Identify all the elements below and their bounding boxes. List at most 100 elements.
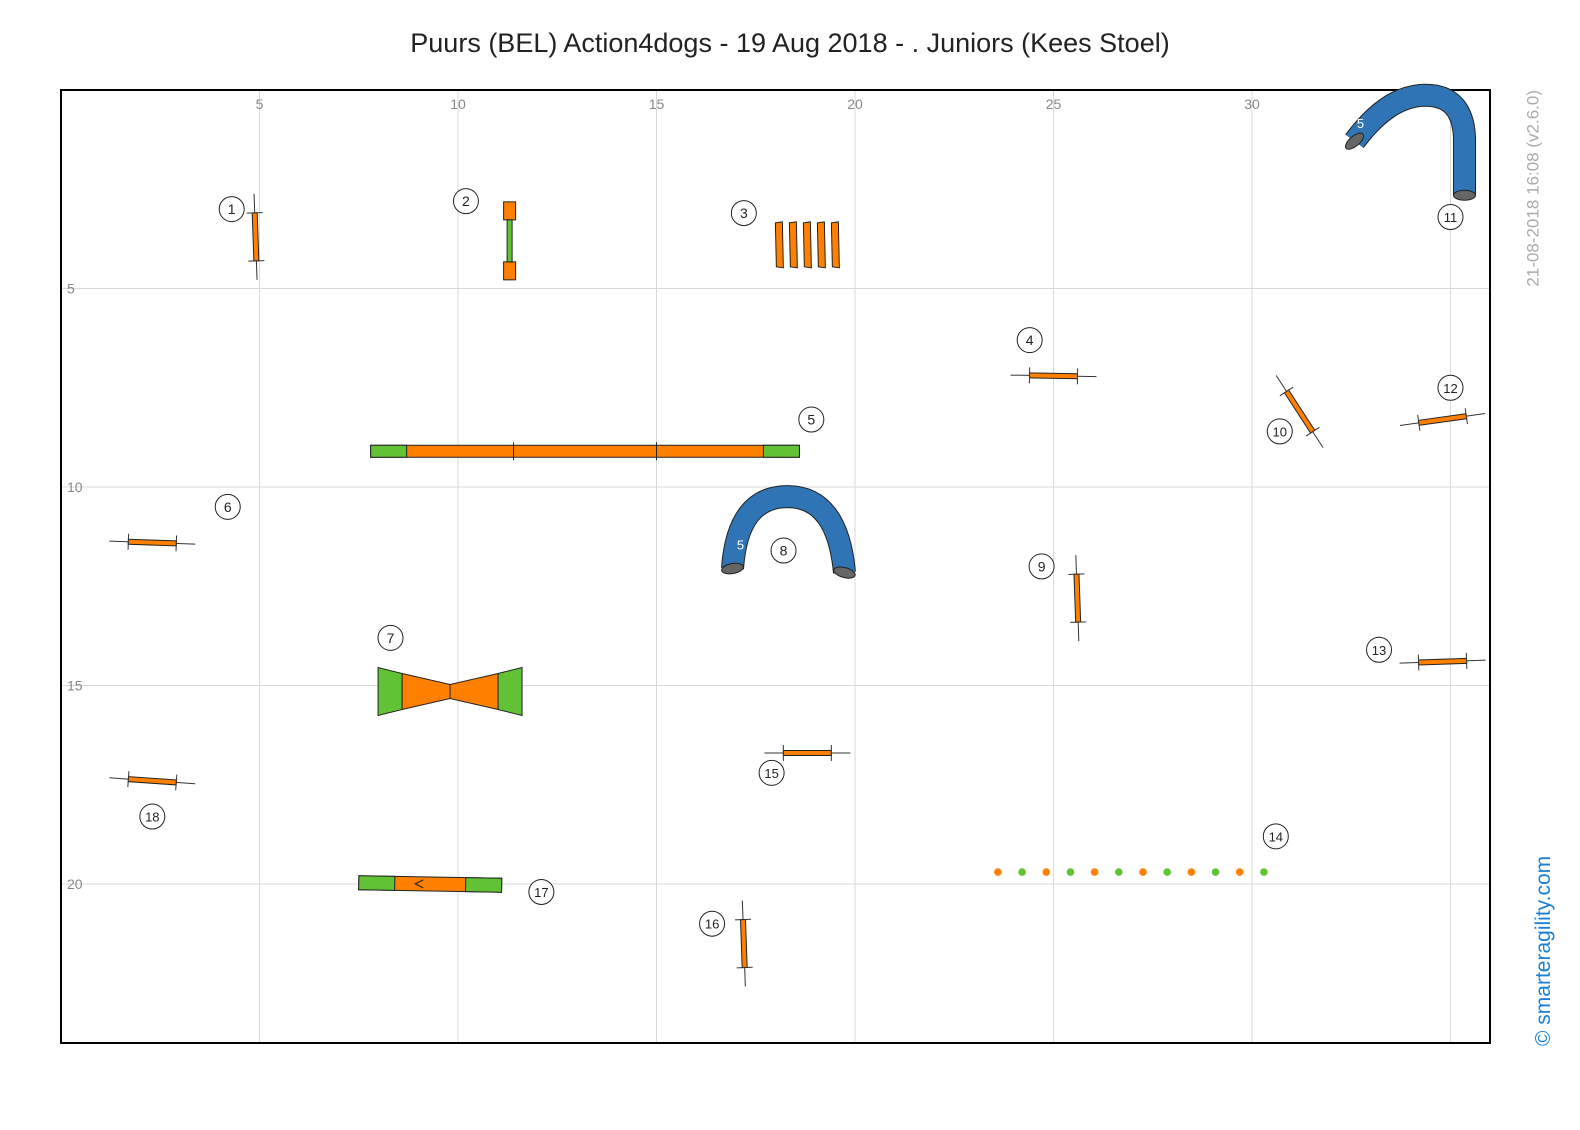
number-circle: [1262, 823, 1289, 850]
dogwalk-plank: [370, 444, 800, 458]
number-badge-15: 15: [758, 759, 785, 786]
hurdle-9: [1068, 555, 1087, 642]
number-text: 12: [1443, 381, 1457, 396]
x-tick-label: 25: [1046, 96, 1062, 112]
jump-bar: [1417, 413, 1468, 426]
number-badge-14: 14: [1262, 823, 1289, 850]
hurdle-16: [734, 900, 753, 987]
seesaw-17: [358, 875, 503, 893]
jump-bar: [1417, 657, 1468, 666]
cones-14-cone: [1042, 868, 1051, 876]
number-circle: [139, 803, 166, 830]
number-circle: [1437, 374, 1464, 401]
hurdle-12: [1399, 408, 1486, 431]
number-text: 16: [705, 917, 719, 932]
number-text: 7: [387, 630, 395, 646]
tunnel-11: 5: [1344, 83, 1476, 201]
jump-post: [736, 966, 753, 969]
number-badge-13: 13: [1366, 636, 1393, 663]
timestamp-text: 21-08-2018 16:08 (v2.6.0): [1524, 90, 1543, 287]
y-tick-label: 10: [67, 479, 83, 495]
wall-panel: [506, 219, 513, 263]
course-frame: [60, 89, 1491, 1044]
number-circle: [1366, 636, 1393, 663]
number-text: 4: [1026, 332, 1034, 348]
jump-bar: [1028, 372, 1079, 380]
number-circle: [1266, 418, 1293, 445]
hurdle-15: [764, 744, 851, 761]
cones-14-cone: [1066, 868, 1075, 876]
wall-tower: [503, 201, 517, 221]
number-text: 18: [145, 810, 159, 825]
jump-post: [734, 918, 752, 921]
number-text: 15: [764, 766, 778, 781]
jump-post: [1279, 386, 1294, 397]
number-text: 1: [228, 201, 236, 217]
number-badge-3: 3: [730, 200, 757, 227]
number-circle: [1437, 204, 1464, 231]
obstacles: 55: [109, 83, 1486, 987]
jump-post: [127, 771, 130, 788]
cones-14-cone: [1260, 868, 1268, 876]
number-badge-16: 16: [699, 910, 726, 937]
number-badge-17: 17: [528, 878, 555, 905]
cones-14-cone: [1163, 868, 1171, 876]
number-circle: [1016, 327, 1043, 354]
brand-text[interactable]: © smarteragility.com: [1532, 855, 1555, 1046]
x-tick-label: 15: [649, 96, 665, 112]
number-badge-1: 1: [218, 196, 245, 223]
wall-2: [503, 201, 517, 281]
number-badge-9: 9: [1028, 553, 1055, 580]
jump-post: [175, 535, 178, 552]
number-circle: [377, 624, 404, 651]
weave-3-pole: [830, 221, 840, 269]
jump-post: [1070, 621, 1087, 623]
number-badge-6: 6: [214, 493, 241, 520]
jump-post: [1068, 573, 1085, 575]
cones-14-cone: [1187, 868, 1196, 876]
hurdle-18: [109, 771, 196, 791]
dogwalk-contact: [762, 444, 800, 458]
cones-14-cone: [1115, 868, 1123, 876]
number-circle: [730, 200, 757, 227]
number-badge-4: 4: [1016, 327, 1043, 354]
number-text: 3: [740, 205, 748, 221]
x-tick-label: 10: [450, 96, 466, 112]
jump-post: [1417, 414, 1421, 431]
jump-post: [246, 212, 263, 214]
jump-post: [1305, 426, 1320, 437]
weave-3-pole: [774, 221, 784, 269]
tunnel-body: [1346, 84, 1475, 196]
jump-bar: [251, 212, 260, 262]
wall-tower: [503, 261, 517, 281]
number-circle: [452, 188, 479, 215]
y-tick-label: 15: [67, 678, 83, 694]
cones-14-cone: [1090, 868, 1099, 876]
dogwalk-5: [370, 442, 800, 461]
number-text: 6: [224, 499, 232, 515]
seesaw-pivot-mark: [413, 879, 424, 889]
grid-lines: [61, 90, 1490, 1043]
jump-post: [1464, 408, 1468, 425]
number-badge-2: 2: [452, 188, 479, 215]
tunnel-opening: [1344, 132, 1365, 150]
number-text: 14: [1269, 829, 1283, 844]
hurdle-13: [1399, 652, 1486, 671]
number-badge-5: 5: [798, 406, 825, 433]
seesaw-contact: [358, 875, 396, 891]
tunnel-body: [722, 486, 855, 574]
x-tick-label: 5: [256, 96, 264, 112]
number-badge-18: 18: [139, 803, 166, 830]
tunnel-opening: [833, 566, 856, 579]
cones-14-cone: [1211, 868, 1220, 876]
x-tick-label: 30: [1244, 96, 1260, 112]
x-tick-label: 20: [847, 96, 863, 112]
number-text: 10: [1273, 424, 1287, 439]
number-badge-11: 11: [1437, 204, 1464, 231]
aframe-7: [377, 666, 523, 717]
number-circle: [758, 759, 785, 786]
weave-3-pole: [788, 221, 798, 269]
number-text: 17: [534, 885, 548, 900]
y-tick-label: 20: [67, 876, 83, 892]
number-badge-10: 10: [1266, 418, 1293, 445]
